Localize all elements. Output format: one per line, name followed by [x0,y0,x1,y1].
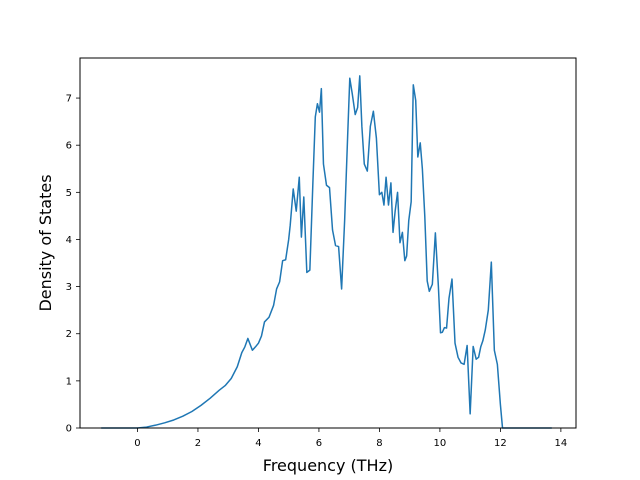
y-tick-label: 3 [66,282,72,293]
y-tick-label: 7 [66,94,72,105]
y-tick-label: 4 [66,235,72,246]
y-tick-label: 2 [66,329,72,340]
x-axis-label: Frequency (THz) [263,456,393,475]
y-axis-label: Density of States [36,174,55,311]
x-tick-label: 14 [555,438,568,449]
y-tick-label: 1 [66,376,72,387]
x-tick-label: 6 [316,438,322,449]
dos-series-line [101,75,552,429]
x-tick-label: 8 [376,438,382,449]
x-tick-label: 0 [134,438,140,449]
x-tick-label: 4 [255,438,261,449]
y-tick-label: 6 [66,141,72,152]
x-tick-label: 10 [434,438,447,449]
plot-area [101,75,552,429]
x-tick-label: 12 [494,438,507,449]
y-tick-label: 5 [66,188,72,199]
plot-frame [79,57,577,429]
y-axis-ticks: 0 1 2 3 4 5 6 7 [66,94,80,435]
x-tick-label: 2 [195,438,201,449]
x-axis-ticks: 0 2 4 6 8 10 12 14 [134,428,567,449]
y-tick-label: 0 [66,424,72,435]
